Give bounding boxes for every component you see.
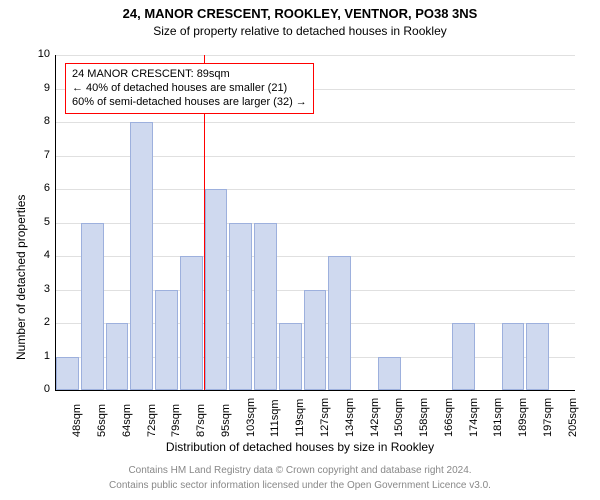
- y-tick-label: 2: [25, 316, 50, 328]
- x-tick-label: 95sqm: [220, 404, 232, 437]
- x-tick-label: 127sqm: [319, 398, 331, 437]
- y-tick-label: 8: [25, 115, 50, 127]
- y-tick-label: 0: [25, 383, 50, 395]
- annotation-line: 60% of semi-detached houses are larger (…: [72, 96, 307, 110]
- x-tick-label: 205sqm: [567, 398, 579, 437]
- annotation-box: 24 MANOR CRESCENT: 89sqm← 40% of detache…: [65, 63, 314, 114]
- x-tick-label: 64sqm: [121, 404, 133, 437]
- x-tick-label: 197sqm: [542, 398, 554, 437]
- y-tick-label: 5: [25, 216, 50, 228]
- x-axis-label: Distribution of detached houses by size …: [0, 440, 600, 454]
- x-tick-label: 48sqm: [71, 404, 83, 437]
- histogram-bar: [328, 256, 351, 390]
- histogram-bar: [304, 290, 327, 391]
- histogram-bar: [180, 256, 203, 390]
- x-tick-label: 181sqm: [492, 398, 504, 437]
- histogram-bar: [229, 223, 252, 391]
- x-tick-label: 150sqm: [393, 398, 405, 437]
- histogram-bar: [254, 223, 277, 391]
- histogram-bar: [130, 122, 153, 390]
- histogram-bar: [502, 323, 525, 390]
- y-tick-label: 6: [25, 182, 50, 194]
- histogram-bar: [279, 323, 302, 390]
- x-tick-label: 56sqm: [96, 404, 108, 437]
- x-tick-label: 158sqm: [418, 398, 430, 437]
- x-tick-label: 119sqm: [294, 399, 306, 437]
- y-tick-label: 7: [25, 149, 50, 161]
- annotation-line: 24 MANOR CRESCENT: 89sqm: [72, 68, 307, 82]
- footer-line1: Contains HM Land Registry data © Crown c…: [0, 465, 600, 476]
- x-tick-label: 87sqm: [195, 404, 207, 437]
- x-tick-label: 142sqm: [369, 398, 381, 437]
- histogram-bar: [378, 357, 401, 391]
- histogram-bar: [56, 357, 79, 391]
- histogram-bar: [205, 189, 228, 390]
- x-axis: [55, 390, 575, 391]
- histogram-bar: [81, 223, 104, 391]
- chart-title-line2: Size of property relative to detached ho…: [0, 24, 600, 38]
- histogram-chart: 24, MANOR CRESCENT, ROOKLEY, VENTNOR, PO…: [0, 0, 600, 500]
- x-tick-label: 174sqm: [468, 398, 480, 437]
- x-tick-label: 166sqm: [443, 398, 455, 437]
- grid-line: [55, 55, 575, 56]
- histogram-bar: [452, 323, 475, 390]
- y-tick-label: 10: [25, 48, 50, 60]
- x-tick-label: 103sqm: [245, 398, 257, 437]
- x-tick-label: 72sqm: [146, 404, 158, 437]
- footer-line2: Contains public sector information licen…: [0, 480, 600, 491]
- y-tick-label: 4: [25, 249, 50, 261]
- y-tick-label: 3: [25, 283, 50, 295]
- histogram-bar: [155, 290, 178, 391]
- y-tick-label: 1: [25, 350, 50, 362]
- histogram-bar: [526, 323, 549, 390]
- x-tick-label: 134sqm: [344, 398, 356, 437]
- y-axis: [55, 55, 56, 390]
- y-tick-label: 9: [25, 82, 50, 94]
- plot-area: 01234567891048sqm56sqm64sqm72sqm79sqm87s…: [55, 55, 575, 390]
- annotation-line: ← 40% of detached houses are smaller (21…: [72, 82, 307, 96]
- x-tick-label: 79sqm: [170, 404, 182, 437]
- x-tick-label: 111sqm: [269, 399, 281, 437]
- chart-title-line1: 24, MANOR CRESCENT, ROOKLEY, VENTNOR, PO…: [0, 6, 600, 21]
- x-tick-label: 189sqm: [517, 398, 529, 437]
- histogram-bar: [106, 323, 129, 390]
